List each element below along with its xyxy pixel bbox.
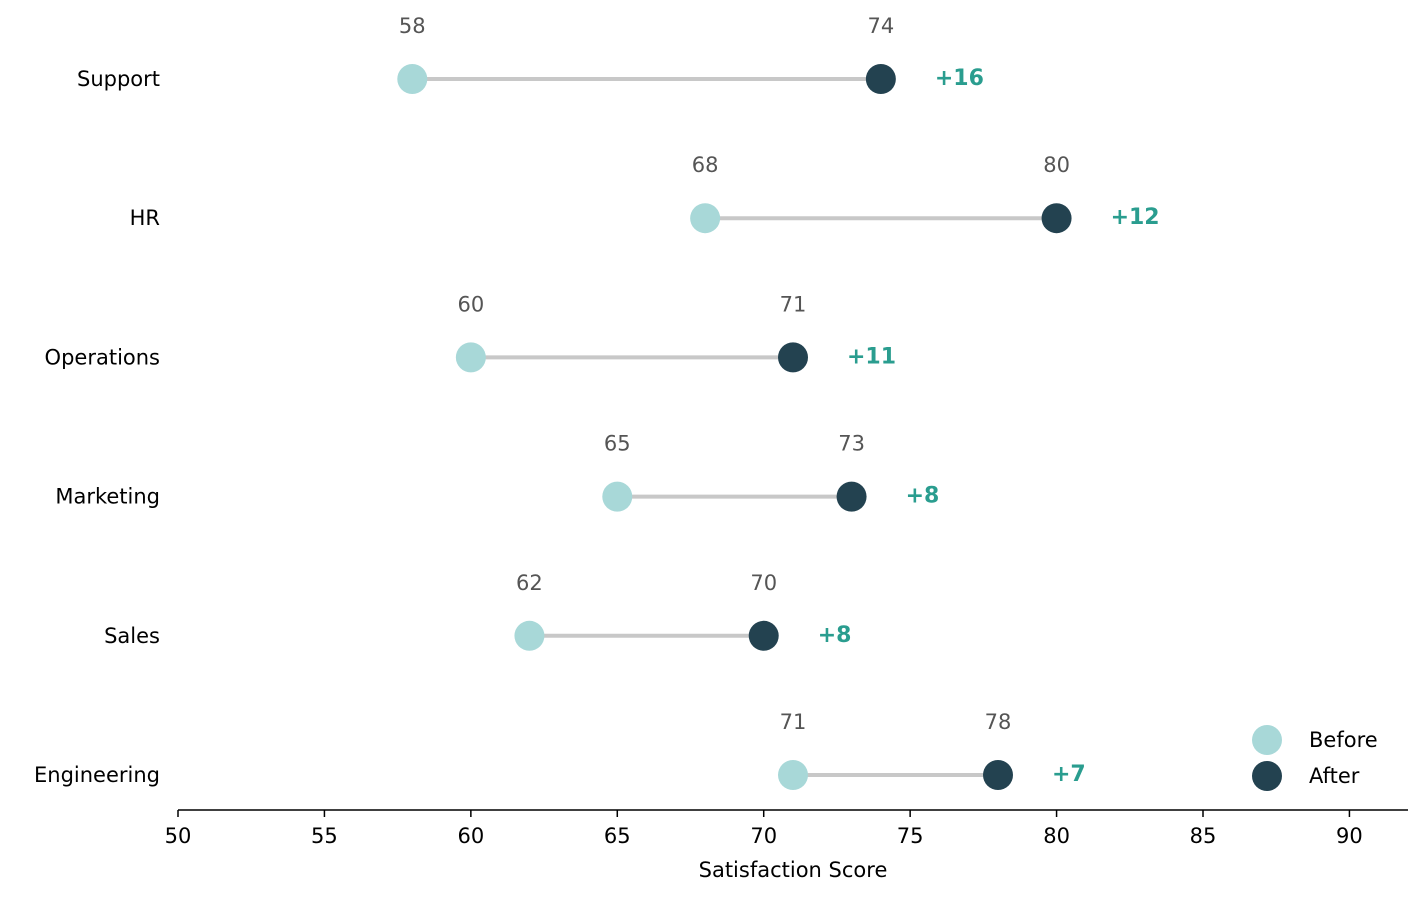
x-axis: 50 55 60 65 70 75 80 85 90 [165, 809, 1408, 848]
before-point [397, 64, 428, 94]
before-point [778, 760, 808, 790]
connectors-group [412, 77, 1057, 777]
legend-label-before: Before [1309, 728, 1378, 752]
before-value-label: 62 [516, 571, 543, 595]
x-tick-label: 80 [1043, 824, 1070, 848]
before-point [690, 203, 721, 234]
after-point [1041, 203, 1072, 234]
before-point [455, 342, 486, 373]
x-axis-title: Satisfaction Score [699, 858, 888, 882]
category-label: Sales [104, 624, 160, 648]
after-point [778, 342, 808, 373]
legend-marker-before [1252, 725, 1282, 755]
after-value-label: 71 [780, 292, 807, 316]
after-value-label: 74 [867, 14, 894, 38]
x-tick-label: 55 [311, 824, 338, 848]
before-value-label: 60 [457, 292, 484, 316]
category-label: Engineering [34, 763, 160, 787]
x-tick-label: 75 [897, 824, 924, 848]
legend-label-after: After [1309, 764, 1360, 788]
after-point [865, 64, 896, 94]
after-point [983, 760, 1013, 790]
points-group [397, 64, 1072, 790]
difference-label: +8 [818, 623, 852, 648]
after-point [748, 620, 779, 651]
difference-label: +7 [1052, 762, 1086, 787]
difference-label: +11 [847, 344, 896, 369]
after-value-label: 78 [985, 710, 1012, 734]
before-value-label: 68 [692, 153, 719, 177]
legend: Before After [1252, 725, 1378, 791]
category-label: Support [77, 67, 160, 91]
category-label: HR [130, 206, 160, 230]
before-value-label: 58 [399, 14, 426, 38]
difference-label: +8 [906, 484, 940, 509]
legend-marker-after [1252, 761, 1282, 791]
before-point [602, 481, 633, 512]
labels-group: Support 58 74 +16 HR 68 80 +12 Operations 60 71 +11… [34, 14, 1160, 787]
category-label: Operations [45, 345, 160, 369]
after-value-label: 80 [1043, 153, 1070, 177]
category-label: Marketing [55, 485, 160, 509]
before-value-label: 71 [780, 710, 807, 734]
before-value-label: 65 [604, 432, 631, 456]
x-tick-label: 60 [457, 824, 484, 848]
after-point [836, 481, 867, 512]
x-tick-label: 50 [165, 824, 192, 848]
x-tick-label: 70 [750, 824, 777, 848]
after-value-label: 70 [750, 571, 777, 595]
x-tick-label: 90 [1336, 824, 1363, 848]
x-tick-label: 65 [604, 824, 631, 848]
after-value-label: 73 [838, 432, 865, 456]
before-point [514, 620, 545, 651]
difference-label: +12 [1111, 205, 1160, 230]
x-tick-label: 85 [1190, 824, 1217, 848]
difference-label: +16 [935, 66, 984, 91]
